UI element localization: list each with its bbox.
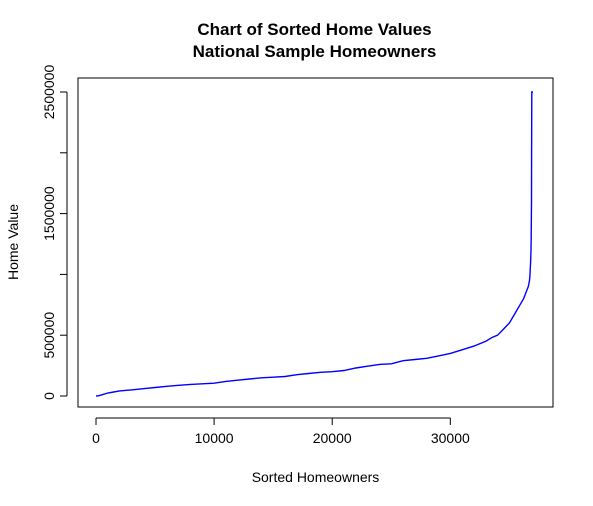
x-tick-label: 0	[92, 430, 100, 446]
y-tick-label: 1500000	[41, 186, 57, 241]
chart-title: Chart of Sorted Home Values	[197, 20, 431, 39]
y-tick-label: 0	[41, 392, 57, 400]
y-axis: 0 500000 1500000 2500000	[41, 65, 68, 400]
y-tick-label: 2500000	[41, 65, 57, 120]
x-axis: 0 10000 20000 30000	[92, 417, 470, 446]
x-tick-label: 10000	[195, 430, 234, 446]
plot-frame	[77, 77, 554, 408]
chart-subtitle: National Sample Homeowners	[193, 42, 437, 61]
y-axis-title: Home Value	[5, 204, 21, 280]
x-axis-title: Sorted Homeowners	[252, 469, 380, 485]
x-tick-label: 20000	[313, 430, 352, 446]
home-value-series-line	[95, 91, 533, 397]
y-tick-label: 500000	[41, 312, 57, 359]
x-tick-label: 30000	[431, 430, 470, 446]
